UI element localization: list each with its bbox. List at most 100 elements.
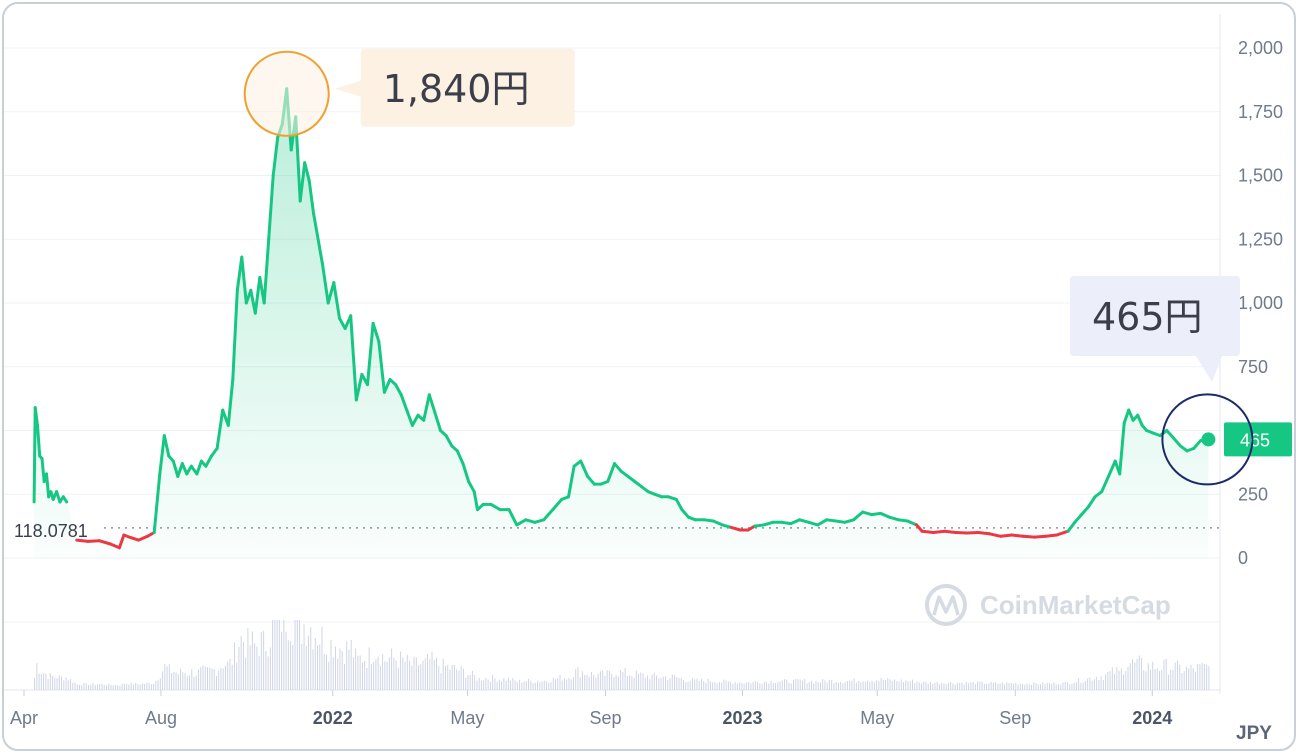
volume-bar [813,683,815,690]
volume-bar [647,675,649,690]
volume-bar [357,655,359,690]
volume-bar [705,682,707,690]
price-segment [152,472,162,534]
volume-bar [1035,683,1037,690]
volume-bar [1172,670,1174,690]
volume-bar [406,654,408,690]
volume-bar [712,682,714,690]
volume-bar [864,681,866,690]
volume-bar [887,678,889,690]
volume-bar [1143,670,1145,690]
volume-bar [299,620,301,690]
volume-bar [1118,670,1120,690]
price-area-fill [34,88,1209,559]
volume-bar [1015,682,1017,690]
volume-bar [1197,663,1199,690]
price-segment [1066,520,1077,533]
baseline-label: 118.0781 [14,521,88,541]
x-tick-label: 2023 [722,708,762,728]
volume-bar [96,684,98,690]
volume-bar [907,681,909,690]
volume-bar [891,681,893,690]
price-segment [1127,408,1135,422]
volume-bar [934,682,936,690]
price-segment [86,539,101,543]
price-segment [680,508,691,519]
volume-bar [1136,658,1138,690]
volume-bar [844,682,846,690]
volume-bar [485,678,487,690]
volume-bar [1084,680,1086,690]
y-tick-label: 1,500 [1238,166,1283,186]
volume-bar [135,682,137,690]
volume-bar [384,661,386,690]
volume-bar [139,684,141,690]
volume-bar [869,682,871,690]
volume-bar [550,682,552,690]
volume-bar [294,620,296,690]
y-tick-label: 2,000 [1238,38,1283,58]
volume-bar [144,683,146,690]
y-tick-label: 750 [1238,357,1268,377]
price-segment [1136,413,1144,427]
volume-bar [674,675,676,690]
volume-bar [47,679,49,690]
volume-bar [413,656,415,690]
price-segment [32,406,37,504]
volume-bar [900,679,902,690]
volume-bar [189,675,191,690]
volume-bar [391,648,393,690]
volume-bar [777,682,779,690]
volume-bar [409,660,411,690]
volume-bar [1064,681,1066,690]
volume-bar [1132,659,1134,690]
volume-bar [867,680,869,690]
volume-bar [617,676,619,690]
volume-bar [797,679,799,690]
price-segment [467,480,476,494]
volume-bar [480,680,482,690]
volume-bar [988,683,990,690]
volume-bar [1089,677,1091,690]
price-segment [61,495,69,504]
volume-bar [779,681,781,690]
volume-bar [476,680,478,690]
price-segment [920,529,935,534]
price-segment [888,515,900,522]
volume-bar [1022,683,1024,690]
volume-bar [110,684,112,690]
volume-bar [914,683,916,690]
volume-bar [92,683,94,690]
volume-bar [494,678,496,690]
volume-bar [945,684,947,690]
price-segment [377,339,386,394]
volume-bar [858,680,860,690]
volume-bar [788,682,790,690]
volume-bar [1057,684,1059,690]
volume-bar [525,681,527,690]
price-segment [1192,439,1202,450]
volume-bar [85,683,87,690]
volume-bar [90,684,92,690]
volume-bar [337,658,339,690]
volume-bar [352,657,354,690]
volume-bar [222,668,224,690]
volume-bar [727,681,729,690]
volume-bar [763,681,765,690]
volume-bar [837,682,839,690]
volume-bar [1008,683,1010,690]
price-segment [954,531,969,535]
volume-bar [665,676,667,690]
volume-bar [379,665,381,690]
volume-bar [775,683,777,690]
price-segment [180,462,189,476]
price-segment [976,531,991,536]
volume-bar [507,677,509,690]
volume-bar [532,683,534,690]
price-segment [1080,505,1090,517]
volume-bar [680,678,682,690]
volume-bar [258,655,260,690]
volume-bar [1073,682,1075,690]
price-segment [551,497,564,512]
volume-bar [1006,682,1008,690]
